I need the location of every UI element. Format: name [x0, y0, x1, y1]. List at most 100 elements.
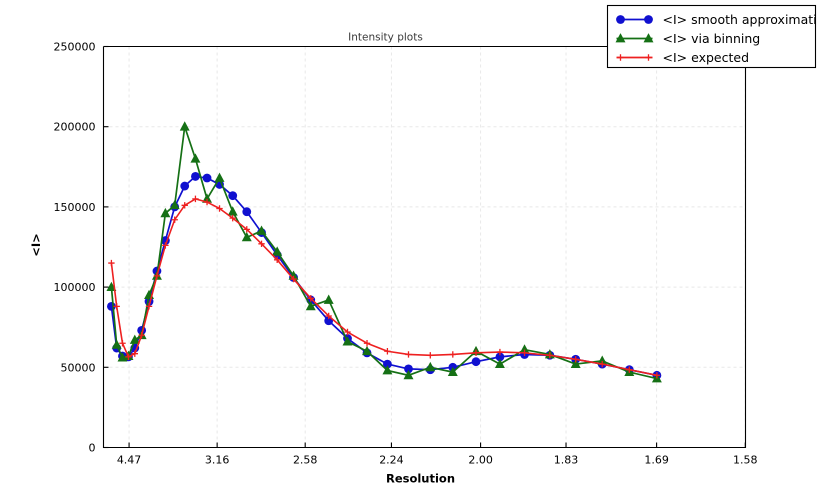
series-group	[106, 121, 662, 383]
x-tick-label: 2.24	[379, 454, 404, 467]
data-point-triangle	[160, 207, 171, 218]
data-point-plus	[216, 205, 223, 212]
data-point-circle	[495, 352, 505, 362]
y-tick-label: 150000	[54, 201, 96, 214]
data-point-triangle	[323, 294, 334, 304]
data-point-triangle	[342, 336, 353, 346]
legend-label: <I> via binning	[663, 31, 761, 46]
data-point-triangle	[425, 361, 436, 372]
legend-entry-2[interactable]: <I> expected	[616, 50, 750, 65]
legend-marker-circle	[644, 15, 653, 24]
legend: <I> smooth approximation <I> via binning <…	[606, 4, 817, 69]
data-point-circle	[242, 207, 252, 217]
data-point-plus	[153, 272, 161, 280]
data-point-circle	[180, 181, 190, 191]
data-point-circle	[202, 173, 212, 183]
data-point-plus	[119, 340, 126, 347]
data-point-plus	[108, 259, 115, 267]
data-point-triangle	[256, 225, 267, 235]
data-point-plus	[521, 349, 528, 357]
data-point-plus	[192, 195, 199, 203]
data-point-circle	[228, 191, 238, 201]
data-point-plus	[307, 295, 314, 302]
data-point-plus	[599, 360, 606, 368]
chart-title: Intensity plots	[348, 32, 423, 44]
data-point-plus	[258, 240, 265, 247]
data-point-triangle	[570, 358, 581, 368]
data-point-plus	[273, 256, 281, 264]
data-point-plus	[138, 332, 145, 339]
series-line	[110, 125, 658, 380]
legend-marker-plus	[645, 54, 652, 61]
legend-entry-1[interactable]: <I> via binning	[615, 31, 761, 46]
data-point-plus	[472, 349, 480, 357]
data-point-plus	[131, 350, 138, 357]
data-point-triangle	[227, 206, 238, 216]
series-line	[110, 198, 658, 377]
data-point-triangle	[241, 231, 252, 242]
legend-marker-triangle	[643, 33, 654, 43]
data-point-plus	[449, 351, 456, 358]
series-line	[110, 175, 658, 377]
y-tick-label: 200000	[54, 121, 96, 134]
data-point-plus	[427, 352, 434, 359]
gridlines	[103, 46, 746, 448]
x-tick-label: 1.58	[733, 454, 758, 467]
x-tick-label: 1.69	[644, 454, 669, 467]
x-tick-label: 2.00	[468, 454, 493, 467]
plot-frame	[102, 45, 747, 449]
data-point-plus	[290, 275, 297, 283]
data-point-circle	[471, 357, 481, 367]
data-point-plus	[496, 348, 504, 356]
y-tick-label: 100000	[54, 281, 96, 294]
series-1	[106, 121, 662, 383]
legend-label: <I> smooth approximation	[663, 12, 817, 27]
data-point-circle	[191, 172, 200, 181]
data-point-triangle	[403, 369, 414, 380]
data-point-triangle	[111, 339, 122, 349]
x-tick-label: 3.16	[205, 454, 230, 467]
x-tick-label: 4.47	[117, 454, 142, 467]
y-tick-label: 50000	[61, 361, 96, 374]
data-point-plus	[229, 214, 236, 222]
data-point-circle	[404, 364, 413, 374]
data-point-triangle	[447, 366, 458, 376]
data-point-triangle	[214, 172, 225, 182]
data-point-plus	[171, 216, 178, 223]
data-point-plus	[203, 198, 211, 206]
data-point-plus	[653, 372, 661, 379]
data-point-triangle	[597, 355, 608, 365]
data-point-triangle	[519, 344, 530, 354]
data-point-plus	[181, 202, 188, 209]
data-point-circle	[383, 359, 392, 369]
data-point-plus	[572, 356, 579, 363]
data-point-plus	[344, 328, 351, 336]
y-axis-title: <I>	[29, 233, 43, 257]
data-point-triangle	[494, 358, 505, 368]
y-tick-label: 0	[89, 442, 96, 455]
data-point-triangle	[202, 193, 213, 203]
data-point-triangle	[272, 246, 283, 256]
data-point-triangle	[288, 270, 299, 280]
x-tick-label: 2.58	[293, 454, 318, 467]
data-point-plus	[363, 340, 371, 347]
data-point-triangle	[362, 345, 372, 356]
data-point-triangle	[382, 365, 393, 375]
legend-label: <I> expected	[663, 50, 750, 65]
data-point-plus	[243, 226, 250, 233]
data-point-plus	[125, 353, 132, 361]
data-point-triangle	[169, 199, 180, 210]
y-tick-label: 250000	[54, 41, 96, 54]
legend-marker-circle	[616, 15, 625, 24]
data-point-triangle	[190, 153, 201, 163]
data-point-plus	[325, 312, 332, 320]
data-point-plus	[546, 352, 554, 359]
series-0	[107, 172, 662, 380]
x-axis-title: Resolution	[386, 472, 455, 486]
data-point-plus	[384, 348, 391, 355]
series-2	[108, 195, 661, 379]
data-point-triangle	[129, 334, 140, 344]
legend-entry-0[interactable]: <I> smooth approximation	[616, 12, 817, 27]
